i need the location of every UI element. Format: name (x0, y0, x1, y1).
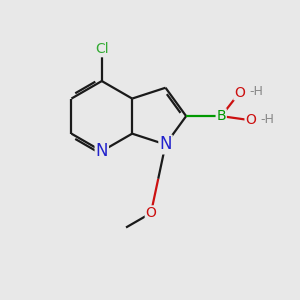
Text: O: O (234, 85, 245, 100)
Text: B: B (216, 109, 226, 123)
Text: N: N (95, 142, 108, 160)
Text: -H: -H (249, 85, 263, 98)
Text: Cl: Cl (95, 43, 109, 56)
Text: -H: -H (260, 113, 274, 126)
Text: N: N (159, 136, 172, 154)
Text: O: O (245, 113, 256, 127)
Text: O: O (146, 206, 156, 220)
